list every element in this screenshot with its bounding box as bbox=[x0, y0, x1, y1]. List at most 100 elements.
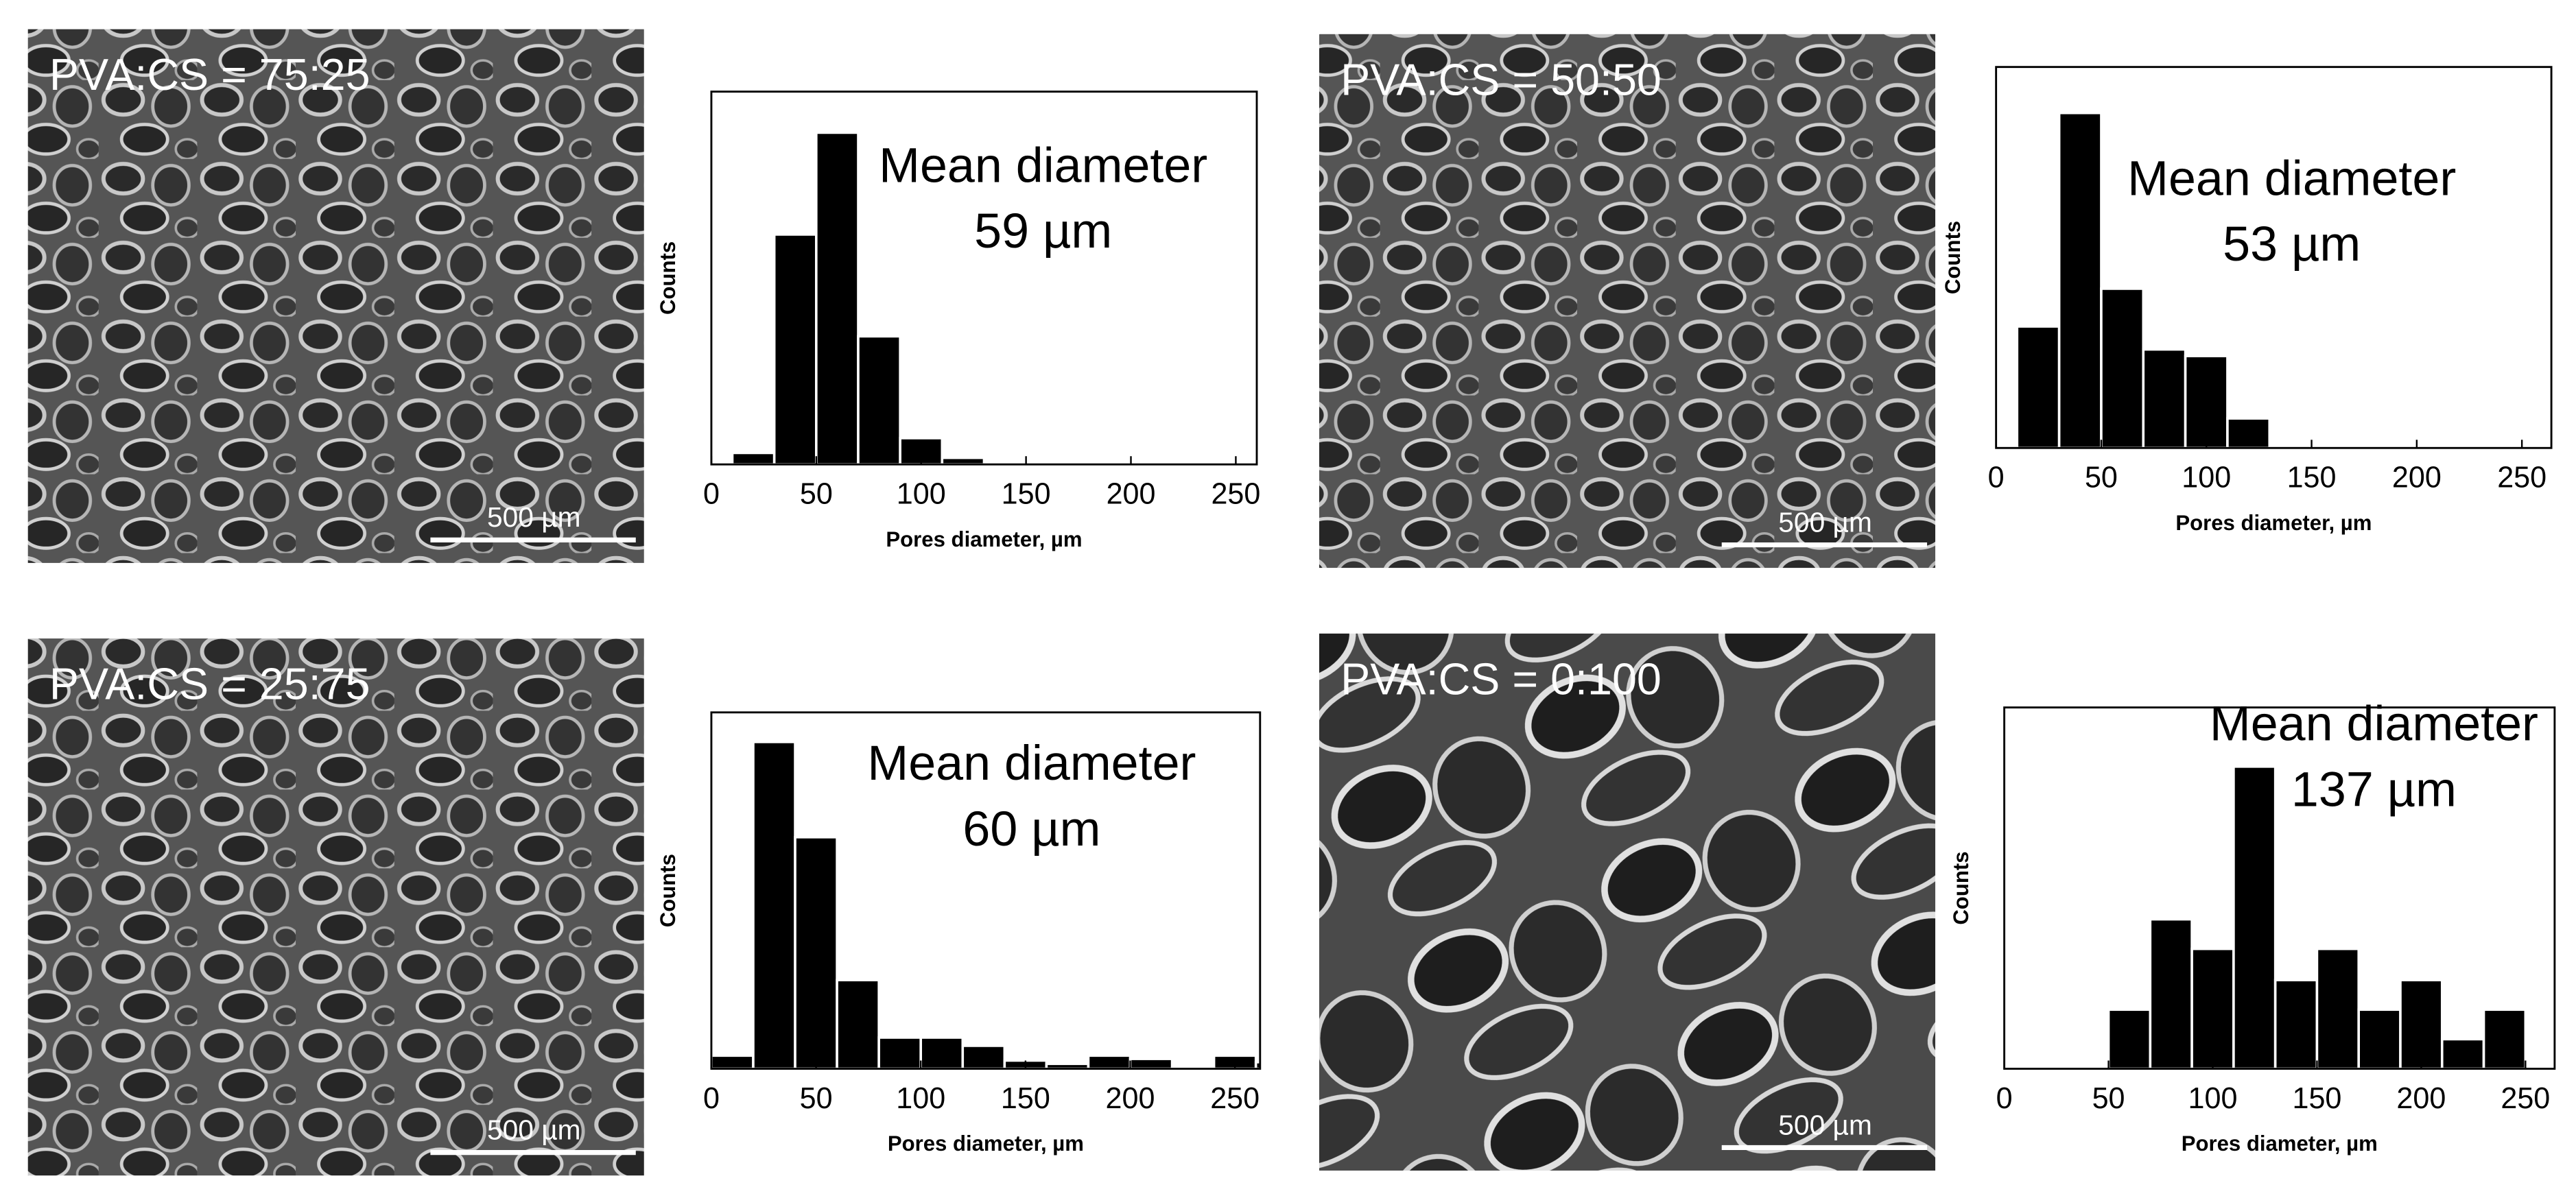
x-tick-label: 250 bbox=[1211, 478, 1260, 511]
plot-frame bbox=[710, 711, 1262, 1070]
bars bbox=[711, 741, 1260, 1069]
x-tick-label: 250 bbox=[1210, 1082, 1260, 1115]
bar bbox=[2315, 947, 2361, 1069]
x-tick-label: 50 bbox=[800, 478, 833, 511]
bar bbox=[815, 131, 860, 465]
scale-bar-label: 500 µm bbox=[1778, 506, 1872, 538]
x-tick-label: 50 bbox=[800, 1082, 833, 1115]
bar bbox=[731, 451, 776, 465]
annotation: 59 µm bbox=[974, 204, 1112, 259]
image-texture bbox=[1319, 34, 1936, 568]
y-axis-label: Counts bbox=[656, 854, 680, 927]
scale-bar-label: 500 µm bbox=[487, 1114, 581, 1145]
bar bbox=[919, 1036, 965, 1069]
x-tick-label: 250 bbox=[2501, 1082, 2550, 1115]
x-tick-label: 200 bbox=[2392, 462, 2442, 494]
bar bbox=[2149, 918, 2193, 1069]
bar bbox=[1129, 1057, 1174, 1069]
x-tick-label: 100 bbox=[896, 1082, 945, 1115]
x-tick-label: 150 bbox=[1001, 1082, 1050, 1115]
bar bbox=[1254, 1061, 1260, 1069]
x-tick-label: 250 bbox=[2497, 462, 2547, 494]
x-tick-label: 200 bbox=[1106, 1082, 1155, 1115]
annotation: 60 µm bbox=[962, 802, 1100, 857]
annotation: Mean diameter bbox=[2127, 151, 2456, 206]
sem-image: PVA:CS = 75:25 500 µm bbox=[27, 29, 644, 563]
bar bbox=[857, 335, 901, 465]
x-tick-label: 200 bbox=[2396, 1082, 2446, 1115]
image-texture bbox=[27, 29, 644, 563]
bar bbox=[2190, 947, 2235, 1069]
histogram-chart: 0 50 100 150 200 250 Pores diameter, µm Counts M… bbox=[656, 91, 1260, 551]
bar bbox=[794, 836, 838, 1069]
bar bbox=[2184, 355, 2229, 448]
bar bbox=[1087, 1054, 1132, 1069]
image-label: PVA:CS = 75:25 bbox=[49, 49, 370, 99]
bar bbox=[961, 1044, 1006, 1069]
histograms: 0 50 100 150 200 250 Pores diameter, µm Counts M… bbox=[656, 66, 2556, 1156]
bar bbox=[2399, 979, 2444, 1069]
x-tick-label: 100 bbox=[2188, 1082, 2238, 1115]
bar bbox=[2142, 348, 2187, 448]
bar bbox=[2226, 417, 2271, 448]
bars bbox=[2107, 765, 2527, 1069]
bar bbox=[2057, 111, 2103, 448]
bar bbox=[2482, 1008, 2527, 1069]
bar bbox=[2016, 325, 2061, 448]
x-tick-label: 200 bbox=[1107, 478, 1156, 511]
x-tick-label: 0 bbox=[703, 478, 720, 511]
bars bbox=[731, 131, 986, 465]
x-tick-label: 0 bbox=[703, 1082, 720, 1115]
x-tick-label: 0 bbox=[1988, 462, 2005, 494]
image-texture bbox=[27, 638, 644, 1176]
x-axis-label: Pores diameter, µm bbox=[886, 527, 1082, 551]
x-tick-label: 50 bbox=[2085, 462, 2118, 494]
bar bbox=[2273, 979, 2319, 1069]
bar bbox=[941, 456, 986, 465]
bars bbox=[2016, 111, 2271, 448]
bar bbox=[2440, 1038, 2485, 1069]
annotation: Mean diameter bbox=[867, 736, 1196, 791]
scale-bar-label: 500 µm bbox=[487, 501, 581, 533]
image-label: PVA:CS = 50:50 bbox=[1340, 54, 1662, 104]
plot-frame bbox=[2003, 706, 2556, 1070]
plot-frame bbox=[710, 91, 1258, 466]
x-tick-label: 150 bbox=[1002, 478, 1051, 511]
annotation: Mean diameter bbox=[879, 138, 1207, 193]
x-tick-label: 50 bbox=[2092, 1082, 2125, 1115]
x-tick-label: 150 bbox=[2287, 462, 2337, 494]
sem-image: PVA:CS = 0:100 500 µm bbox=[1319, 633, 1936, 1171]
annotation: 137 µm bbox=[2291, 762, 2457, 817]
bar bbox=[2357, 1008, 2402, 1069]
annotation: 53 µm bbox=[2223, 217, 2361, 272]
bar bbox=[2107, 1008, 2152, 1069]
annotation: Mean diameter bbox=[2210, 697, 2538, 752]
y-axis-label: Counts bbox=[1941, 221, 1965, 294]
bar bbox=[2232, 765, 2277, 1069]
image-label: PVA:CS = 0:100 bbox=[1340, 654, 1662, 704]
bar bbox=[877, 1036, 923, 1069]
histogram-chart: 0 50 100 150 200 250 Pores diameter, µm Counts M… bbox=[1949, 697, 2556, 1156]
histogram-chart: 0 50 100 150 200 250 Pores diameter, µm Counts M… bbox=[656, 711, 1262, 1156]
sem-images: PVA:CS = 75:25 500 µm PVA:CS = 50:50 500 µm… bbox=[27, 29, 1936, 1176]
scale-bar-label: 500 µm bbox=[1778, 1109, 1872, 1140]
x-axis-label: Pores diameter, µm bbox=[888, 1132, 1084, 1156]
bar bbox=[836, 979, 880, 1069]
x-axis-label: Pores diameter, µm bbox=[2175, 511, 2372, 535]
x-tick-label: 100 bbox=[2182, 462, 2231, 494]
image-label: PVA:CS = 25:75 bbox=[49, 659, 370, 709]
sem-image: PVA:CS = 50:50 500 µm bbox=[1319, 34, 1936, 568]
y-axis-label: Counts bbox=[656, 241, 680, 315]
bar bbox=[752, 741, 796, 1069]
x-tick-label: 0 bbox=[1996, 1082, 2013, 1115]
x-tick-label: 100 bbox=[897, 478, 946, 511]
bar bbox=[2100, 287, 2145, 448]
sem-image: PVA:CS = 25:75 500 µm bbox=[27, 638, 644, 1176]
plot-frame bbox=[1995, 66, 2553, 449]
bar bbox=[711, 1054, 755, 1069]
image-texture bbox=[1319, 633, 1936, 1171]
x-tick-label: 150 bbox=[2292, 1082, 2341, 1115]
x-axis-label: Pores diameter, µm bbox=[2182, 1132, 2378, 1156]
histogram-chart: 0 50 100 150 200 250 Pores diameter, µm Counts M… bbox=[1941, 66, 2553, 535]
